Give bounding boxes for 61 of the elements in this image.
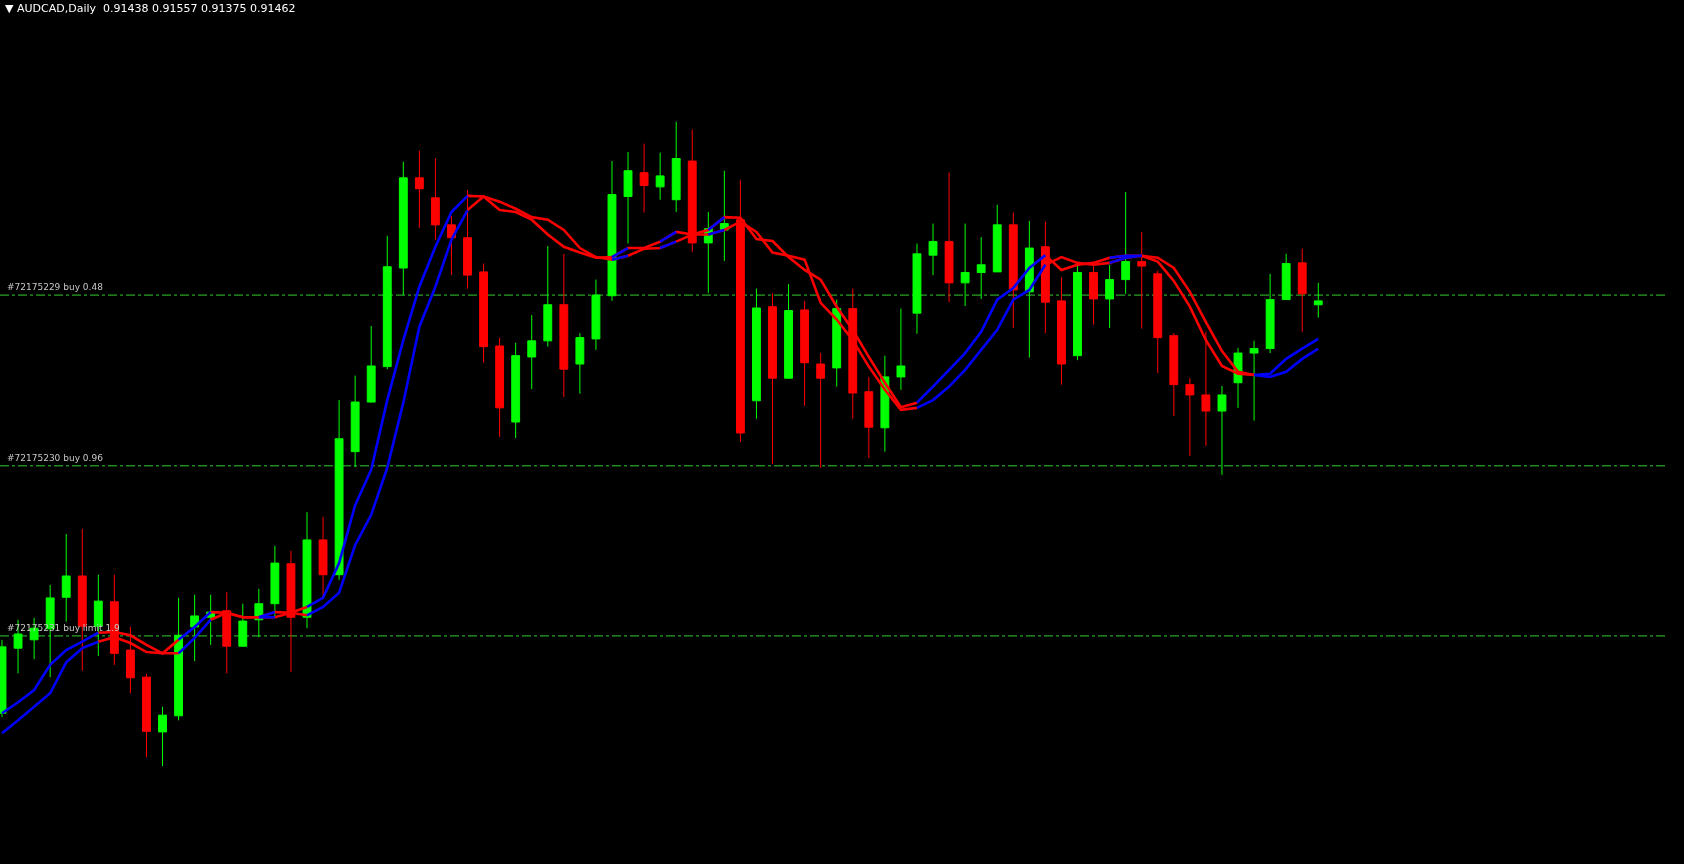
candlestick: [1297, 248, 1307, 333]
candlestick: [559, 253, 569, 398]
candlestick: [1153, 270, 1163, 374]
candlestick: [976, 236, 986, 300]
candlestick: [1265, 273, 1275, 354]
candlestick: [270, 545, 280, 618]
candlestick: [1281, 253, 1291, 301]
candlestick: [61, 533, 71, 623]
candlestick: [318, 516, 328, 598]
candlestick: [1313, 282, 1323, 319]
candlestick: [655, 152, 665, 201]
chart-title: ▼ AUDCAD,Daily 0.91438 0.91557 0.91375 0.91462: [5, 2, 296, 16]
candlestick: [1185, 377, 1195, 457]
candlestick: [1057, 276, 1066, 386]
candlestick: [992, 204, 1002, 273]
candlestick: [430, 158, 440, 241]
candlestick: [1169, 332, 1179, 417]
candlestick: [1217, 385, 1227, 476]
candlestick: [1073, 264, 1082, 361]
candlestick: [752, 288, 761, 420]
candlestick: [944, 172, 954, 303]
candlestick: [623, 151, 633, 245]
candlestick: [398, 161, 408, 296]
candlestick: [543, 245, 553, 348]
candlestick: [495, 337, 505, 438]
candlestick: [800, 300, 810, 407]
candlestick: [350, 375, 360, 468]
candlestick: [382, 235, 392, 370]
candlestick: [527, 314, 537, 390]
candlestick: [575, 332, 585, 395]
candlestick: [960, 223, 970, 307]
candlestick: [238, 603, 248, 648]
candlestick: [479, 263, 488, 364]
candlestick: [896, 308, 906, 391]
candlestick: [414, 150, 424, 229]
candlestick: [1249, 340, 1259, 422]
candlestick: [832, 299, 842, 388]
candlestick: [158, 706, 167, 767]
candlestick: [784, 283, 793, 380]
candlestick: [591, 279, 601, 351]
candlestick: [511, 342, 521, 439]
candlestick: [1008, 212, 1018, 329]
candlestick: [142, 673, 151, 758]
candlestick: [1121, 191, 1131, 295]
candlestick: [671, 121, 681, 213]
candlestick: [864, 376, 874, 459]
candlestick: [1105, 264, 1115, 329]
ref-line-label: #72175229 buy 0.48: [7, 282, 104, 292]
ref-line-label: #72175230 buy 0.96: [7, 453, 104, 463]
candlestick: [334, 399, 344, 581]
candlestick: [816, 352, 826, 469]
candlestick: [912, 243, 922, 335]
candlestick: [768, 292, 777, 465]
candlestick: [174, 597, 184, 721]
candlestick: [607, 160, 617, 302]
candlestick: [639, 143, 649, 214]
candlestick: [1089, 264, 1098, 326]
candlestick: [928, 223, 938, 276]
candlestick: [719, 170, 729, 262]
candlestick: [366, 325, 376, 404]
candlestick: [302, 511, 312, 629]
